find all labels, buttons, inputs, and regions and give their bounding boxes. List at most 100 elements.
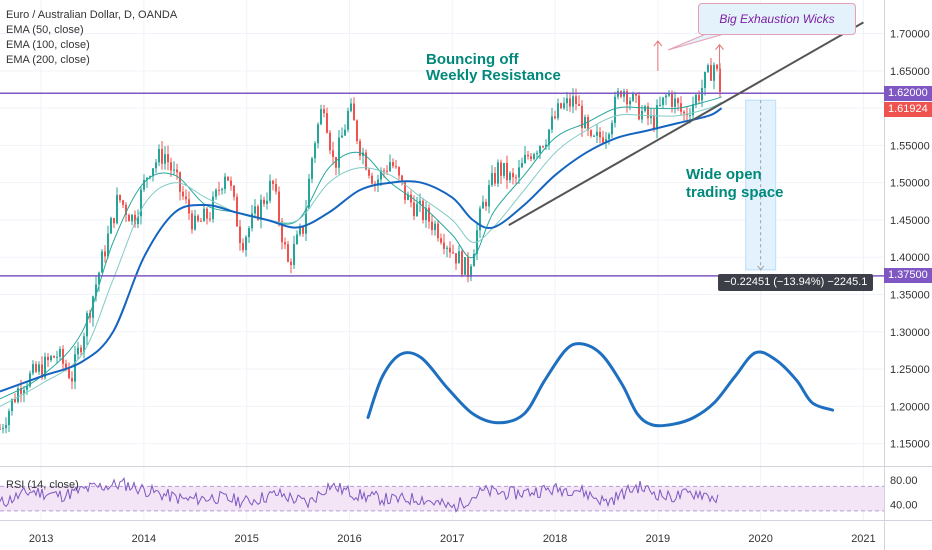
candle-body <box>323 109 325 114</box>
candle-body <box>0 428 1 430</box>
exhaustion-callout[interactable]: Big Exhaustion Wicks <box>698 3 856 35</box>
candle-body <box>419 200 421 204</box>
candle-body <box>71 378 73 382</box>
candle-body <box>263 199 265 204</box>
candle-body <box>176 169 178 173</box>
candle-body <box>266 200 268 204</box>
candle-body <box>278 191 280 222</box>
candle-body <box>569 98 571 107</box>
candle-body <box>239 226 241 244</box>
rsi-pane <box>0 466 932 513</box>
candle-body <box>647 106 649 119</box>
candle-body <box>452 252 454 254</box>
candle-body <box>608 134 610 140</box>
candle-body <box>131 214 133 222</box>
y-tick-label: 1.35000 <box>890 290 930 302</box>
y-tick-label: 1.25000 <box>890 364 930 376</box>
candle-body <box>329 132 331 151</box>
candle-body <box>551 116 553 130</box>
candle-body <box>404 182 406 200</box>
candle-body <box>455 253 457 264</box>
grid <box>0 0 884 520</box>
candle-body <box>518 167 520 178</box>
y-tick-label: 1.65000 <box>890 66 930 78</box>
candle-body <box>458 251 460 264</box>
wick-arrow-head <box>715 43 724 51</box>
candle-body <box>677 98 679 104</box>
candle-body <box>527 154 529 157</box>
candle-body <box>35 364 37 372</box>
candle-body <box>407 194 409 200</box>
y-tick-label: 1.15000 <box>890 439 930 451</box>
candle-body <box>491 173 493 186</box>
x-tick-label: 2016 <box>337 533 361 545</box>
candle-body <box>281 221 283 243</box>
rsi-line <box>0 477 719 513</box>
ema-lines <box>0 96 723 407</box>
y-tick-label: 1.70000 <box>890 29 930 41</box>
candle-body <box>368 169 370 176</box>
candle-body <box>674 98 676 107</box>
candle-body <box>671 92 673 107</box>
candle-body <box>599 131 601 138</box>
rsi-tick-label: 80.00 <box>890 475 918 487</box>
y-tick-label: 1.20000 <box>890 401 930 413</box>
candle-body <box>467 257 469 277</box>
candle-body <box>542 146 544 148</box>
candle-body <box>596 131 598 136</box>
candle-body <box>704 71 706 89</box>
candle-body <box>20 388 22 394</box>
candle-body <box>194 215 196 230</box>
candle-body <box>68 368 70 379</box>
candle-body <box>152 168 154 177</box>
wick-arrow-head <box>653 40 663 47</box>
candle-body <box>428 207 430 222</box>
candle-body <box>179 172 181 192</box>
candle-body <box>200 220 202 222</box>
candle-body <box>590 130 592 136</box>
candle-body <box>350 103 352 111</box>
measure-group <box>745 99 777 271</box>
candle-body <box>578 104 580 106</box>
candle-body <box>41 364 43 378</box>
candle-body <box>134 214 136 225</box>
candle-body <box>206 208 208 219</box>
candle-body <box>410 194 412 203</box>
candle-body <box>77 347 79 355</box>
x-tick-label: 2020 <box>748 533 772 545</box>
candle-body <box>554 116 556 119</box>
candle-body <box>566 98 568 104</box>
candle-body <box>110 218 112 234</box>
cycle-group <box>366 342 835 428</box>
candle-body <box>26 386 28 390</box>
candle-body <box>650 115 652 119</box>
candle-body <box>584 117 586 129</box>
ema50-line <box>0 96 722 400</box>
candle-body <box>503 162 505 176</box>
candle-body <box>44 356 46 378</box>
candle-body <box>119 194 121 201</box>
candle-body <box>548 129 550 145</box>
candle-body <box>539 146 541 153</box>
candle-body <box>59 349 61 357</box>
candle-body <box>665 95 667 98</box>
candle-body <box>521 162 523 168</box>
candle-body <box>254 206 256 214</box>
candle-body <box>74 354 76 382</box>
candle-body <box>83 336 85 353</box>
price-candles <box>0 58 721 434</box>
candle-body <box>365 152 367 170</box>
candle-body <box>89 313 91 318</box>
candle-body <box>464 257 466 275</box>
candle-body <box>98 272 100 285</box>
candle-body <box>440 238 442 243</box>
candle-body <box>605 139 607 143</box>
candle-body <box>377 179 379 185</box>
candle-body <box>509 173 511 181</box>
candle-body <box>683 111 685 114</box>
candle-body <box>383 170 385 172</box>
candle-body <box>95 284 97 297</box>
candle-body <box>563 103 565 109</box>
candle-body <box>56 356 58 358</box>
candle-body <box>38 364 40 372</box>
